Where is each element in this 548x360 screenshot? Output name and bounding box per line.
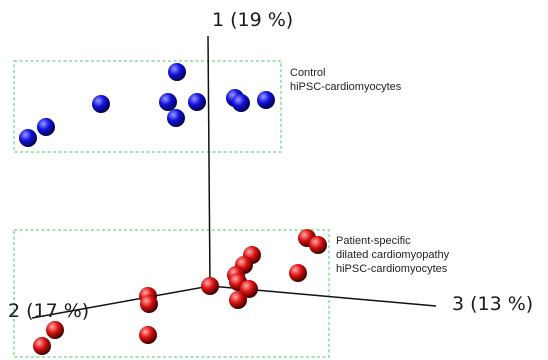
patient-point-12 [140,295,158,313]
control-point-6 [188,93,206,111]
control-point-3 [92,95,110,113]
patient-point-15 [33,337,51,355]
data-points [19,63,327,355]
patient-point-10 [201,277,219,295]
control-group-label-line-1: Control [290,67,325,79]
patient-point-8 [229,291,247,309]
control-point-10 [257,91,275,109]
patient-point-9 [289,264,307,282]
patient-group-label-line-3: hiPSC-cardiomyocytes [336,263,448,275]
control-point-5 [159,93,177,111]
axis-3-label: 3 (13 %) [452,293,533,315]
patient-group-label-line-1: Patient-specific [336,235,411,247]
patient-point-14 [46,321,64,339]
axis-1-label: 1 (19 %) [212,9,293,31]
axis-2-label: 2 (17 %) [8,300,89,322]
control-group-box [13,60,282,153]
patient-group-box [13,229,330,358]
control-point-2 [37,118,55,136]
control-point-7 [167,109,185,127]
patient-point-7 [240,280,258,298]
control-point-1 [19,129,37,147]
control-group-label-line-2: hiPSC-cardiomyocytes [290,81,402,93]
patient-point-13 [139,326,157,344]
patient-group-label-line-2: dilated cardiomyopathy [336,249,450,261]
patient-point-2 [309,236,327,254]
control-point-9 [232,94,250,112]
axis-1-line [207,35,211,287]
control-point-4 [168,63,186,81]
axis-2-line [31,285,211,319]
